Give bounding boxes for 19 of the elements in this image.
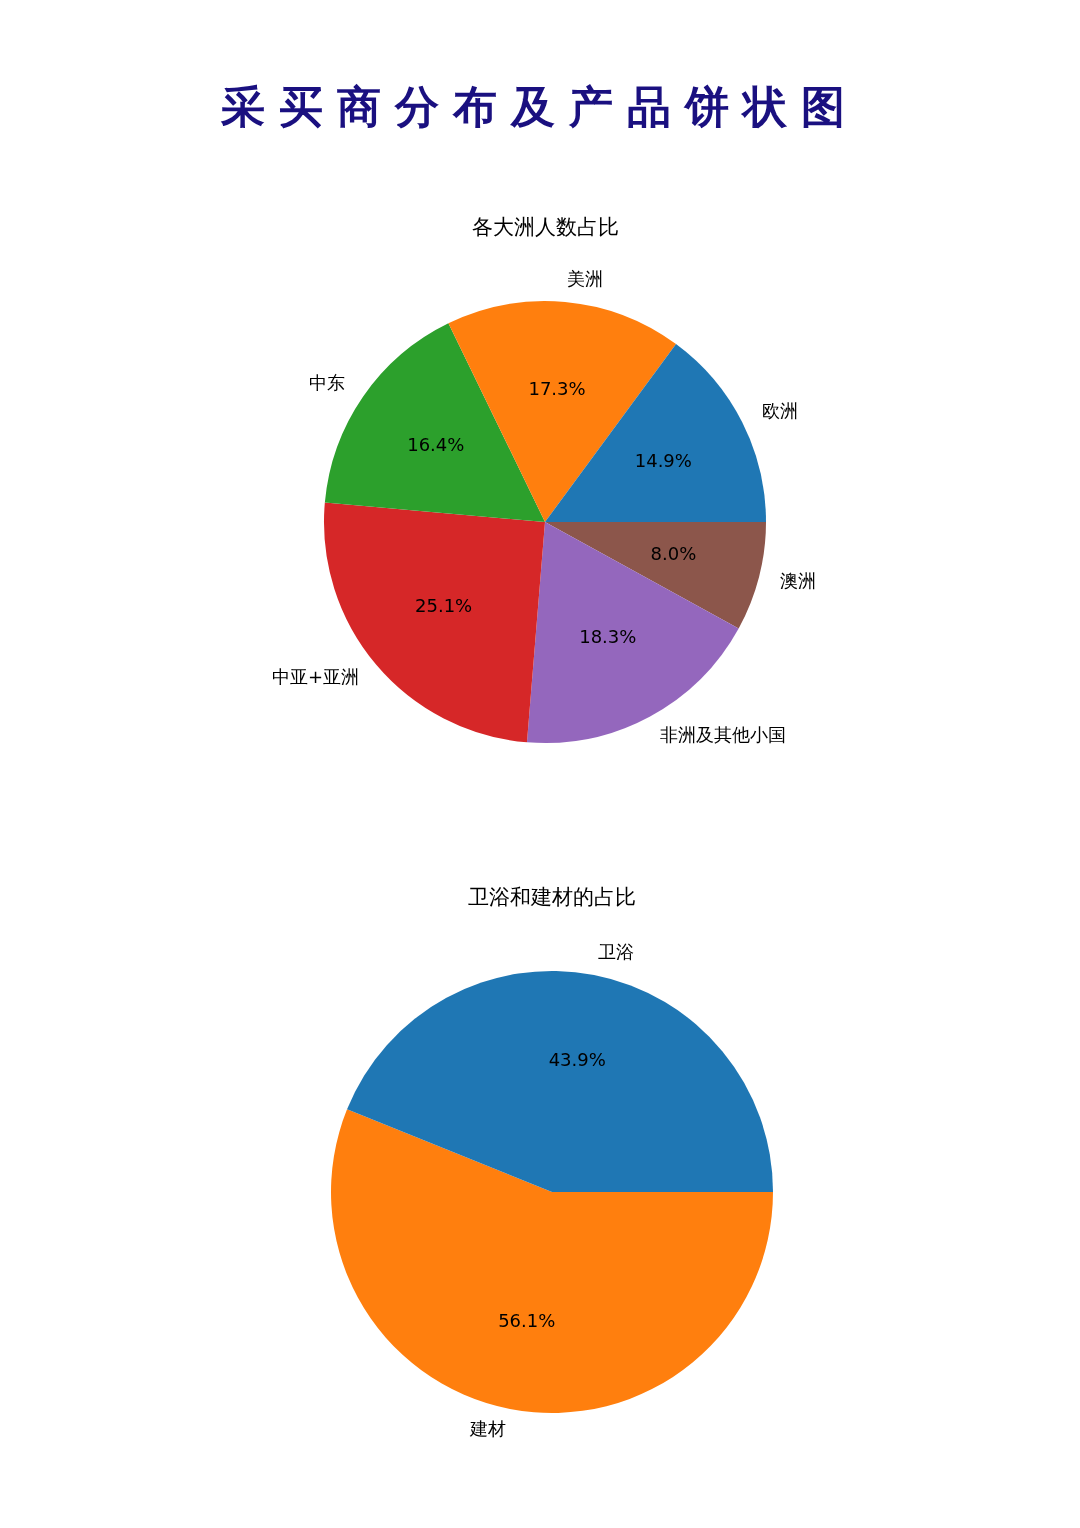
slice-label: 欧洲 — [761, 399, 798, 421]
chart-title: 卫浴和建材的占比 — [468, 885, 636, 910]
slice-label: 建材 — [468, 1418, 506, 1440]
data-label: 16.4% — [407, 434, 465, 456]
slice-label: 中亚+亚洲 — [272, 666, 360, 688]
slice-label: 卫浴 — [598, 941, 635, 963]
data-label: 25.1% — [415, 595, 473, 617]
data-label: 56.1% — [498, 1309, 556, 1331]
data-label: 17.3% — [528, 377, 586, 399]
data-label: 8.0% — [650, 542, 697, 564]
data-label: 18.3% — [579, 626, 637, 648]
data-label: 14.9% — [634, 449, 692, 471]
chart-title: 采买商分布及产品饼状图 — [220, 80, 860, 134]
slice-label: 美洲 — [567, 267, 604, 289]
slice-label: 中东 — [308, 371, 345, 393]
slice-label: 非洲及其他小国 — [660, 723, 787, 745]
data-label: 43.9% — [548, 1049, 606, 1071]
slice-label: 澳洲 — [780, 570, 817, 592]
chart-subtitle: 各大洲人数占比 — [471, 215, 619, 240]
